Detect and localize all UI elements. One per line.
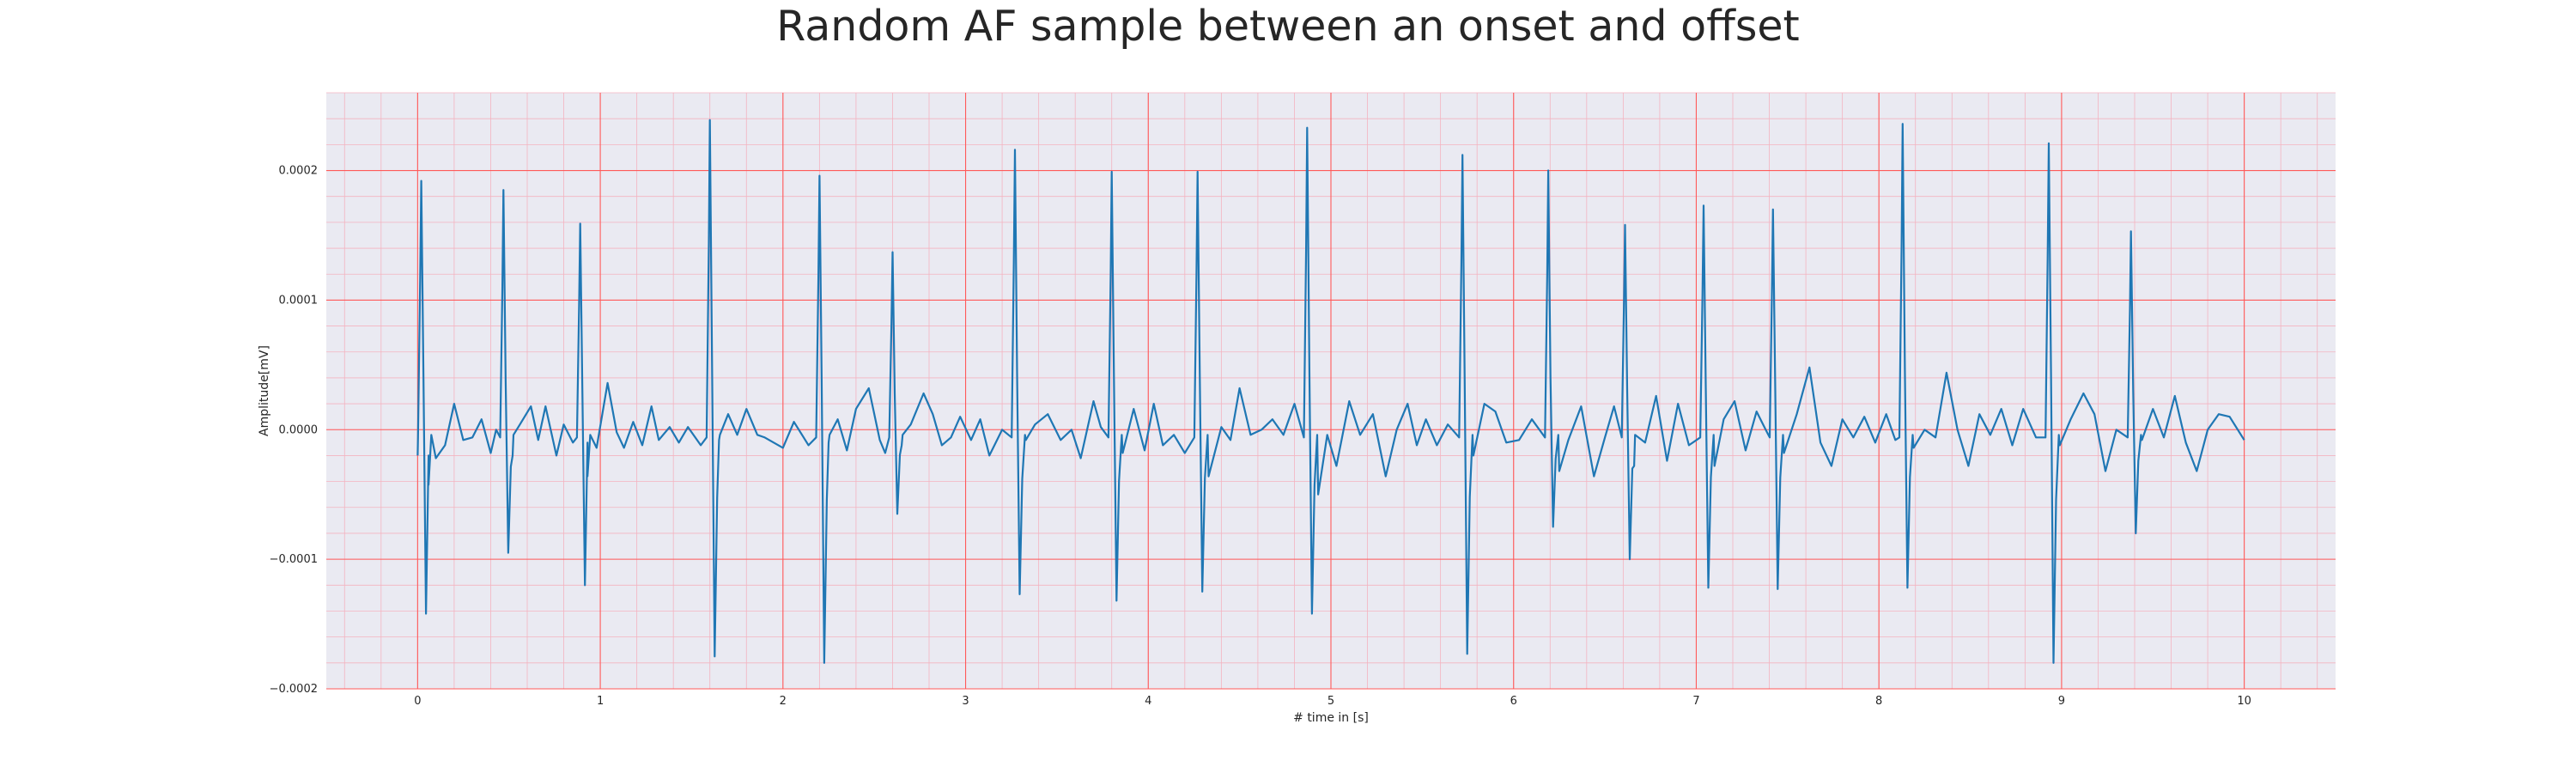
x-axis-ticks: 0 1 2 3 4 5 6 7 8 9 10 [414, 695, 2251, 708]
x-tick-label: 5 [1327, 695, 1334, 708]
signal-line [416, 119, 2245, 664]
y-tick-label: −0.0001 [270, 553, 318, 566]
y-tick-label: 0.0001 [279, 294, 319, 307]
x-tick-label: 4 [1145, 695, 1151, 708]
y-axis-label: Amplitude[mV] [258, 345, 271, 436]
x-tick-label: 10 [2237, 695, 2251, 708]
x-tick-label: 7 [1692, 695, 1699, 708]
y-tick-label: −0.0002 [270, 683, 318, 696]
x-tick-label: 1 [597, 695, 604, 708]
x-tick-label: 0 [414, 695, 421, 708]
y-tick-label: 0.0002 [279, 165, 319, 178]
x-tick-label: 3 [962, 695, 969, 708]
major-grid [326, 93, 2336, 690]
x-tick-label: 8 [1875, 695, 1882, 708]
x-tick-label: 6 [1510, 695, 1517, 708]
y-axis-ticks: −0.0002 −0.0001 0.0000 0.0001 0.0002 [270, 165, 318, 696]
chart-title: Random AF sample between an onset and of… [776, 2, 1800, 51]
x-tick-label: 9 [2058, 695, 2065, 708]
x-tick-label: 2 [780, 695, 787, 708]
x-axis-label: # time in [s] [1293, 711, 1369, 725]
y-tick-label: 0.0000 [279, 423, 319, 436]
